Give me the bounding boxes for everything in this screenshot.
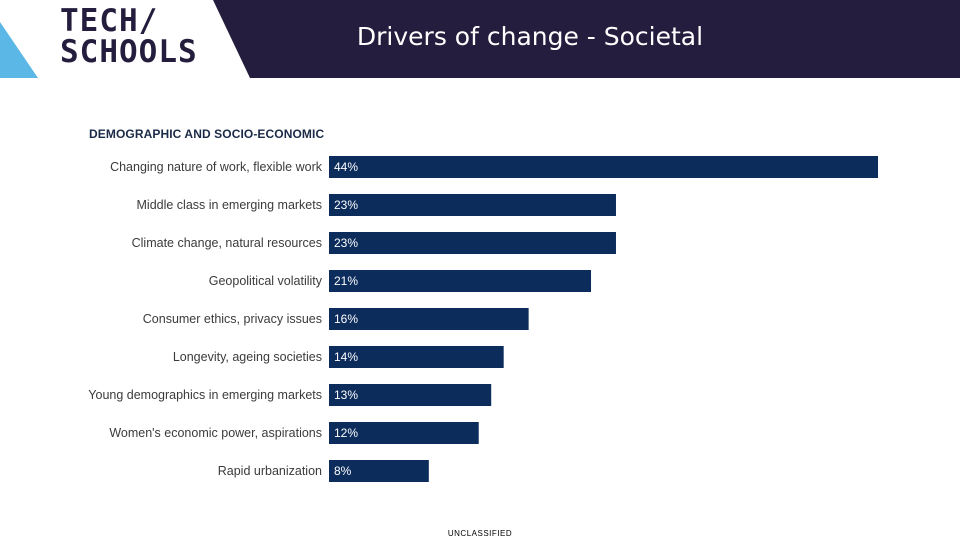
logo: TECH/ SCHOOLS (0, 0, 250, 78)
header-bar: TECH/ SCHOOLS Drivers of change - Societ… (0, 0, 960, 78)
bar-7 (329, 384, 492, 406)
category-label-8: Women's economic power, aspirations (109, 426, 322, 440)
value-label-5: 16% (334, 312, 358, 326)
value-label-4: 21% (334, 274, 358, 288)
chart-title: DEMOGRAPHIC AND SOCIO-ECONOMIC (89, 127, 325, 141)
value-label-8: 12% (334, 426, 358, 440)
value-label-3: 23% (334, 236, 358, 250)
value-label-6: 14% (334, 350, 358, 364)
logo-line-2: SCHOOLS (60, 34, 198, 70)
bar-2 (329, 194, 616, 216)
logo-background (0, 0, 250, 78)
category-label-2: Middle class in emerging markets (137, 198, 323, 212)
value-label-7: 13% (334, 388, 358, 402)
slide-title: Drivers of change - Societal (356, 22, 704, 51)
bar-3 (329, 232, 616, 254)
value-label-1: 44% (334, 160, 358, 174)
logo-line-1: TECH/ (60, 3, 159, 39)
bar-5 (329, 308, 529, 330)
category-label-9: Rapid urbanization (218, 464, 322, 478)
bar-6 (329, 346, 504, 368)
logo-accent-shape (0, 22, 38, 78)
bar-9 (329, 460, 429, 482)
category-label-3: Climate change, natural resources (132, 236, 322, 250)
bar-1 (329, 156, 878, 178)
category-label-4: Geopolitical volatility (209, 274, 323, 288)
logo-wordmark: TECH/ SCHOOLS (60, 6, 198, 68)
value-label-2: 23% (334, 198, 358, 212)
category-label-5: Consumer ethics, privacy issues (143, 312, 322, 326)
classification-footer: UNCLASSIFIED (447, 529, 513, 538)
value-label-9: 8% (334, 464, 352, 478)
bar-8 (329, 422, 479, 444)
category-label-1: Changing nature of work, flexible work (110, 160, 323, 174)
category-label-6: Longevity, ageing societies (173, 350, 322, 364)
bar-4 (329, 270, 592, 292)
category-label-7: Young demographics in emerging markets (88, 388, 322, 402)
